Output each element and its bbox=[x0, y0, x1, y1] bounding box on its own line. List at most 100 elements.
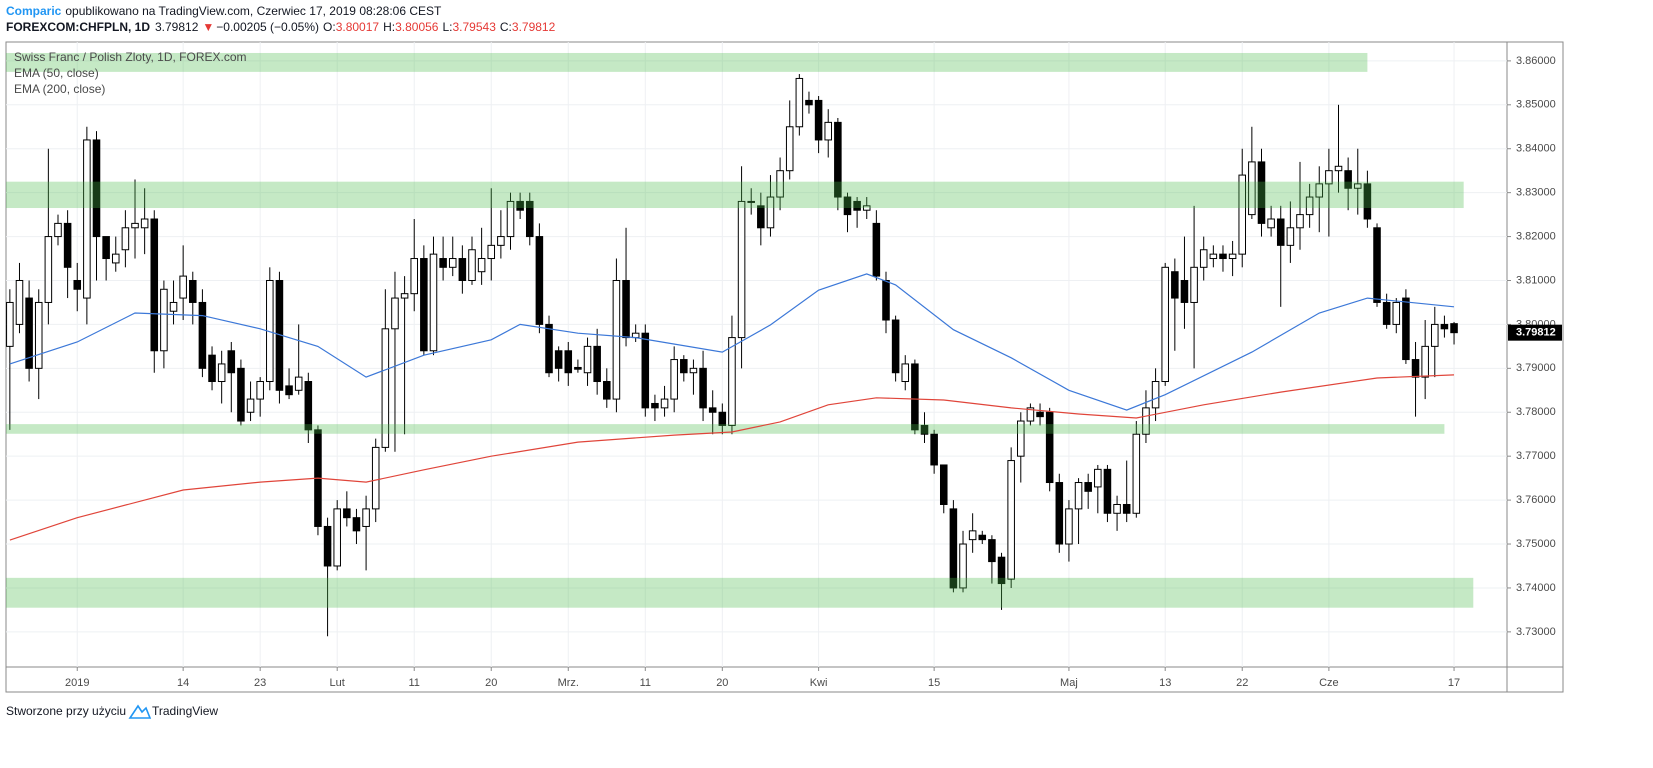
candle-body bbox=[1440, 323, 1449, 330]
y-tick-label: 3.86000 bbox=[1516, 55, 1556, 67]
candle-body bbox=[1171, 271, 1179, 299]
ohlc-value: 3.79543 bbox=[453, 20, 497, 34]
candle-body bbox=[1267, 218, 1275, 229]
change: −0.00205 (−0.05%) bbox=[216, 20, 319, 34]
candle-body bbox=[853, 200, 861, 211]
candle-body bbox=[1065, 508, 1073, 545]
candle-body bbox=[891, 319, 900, 374]
candle-body bbox=[689, 367, 698, 374]
candle-body bbox=[506, 200, 515, 238]
header-line: Comparic opublikowano na TradingView.com,… bbox=[6, 4, 442, 18]
candle-body bbox=[834, 121, 842, 198]
candle-body bbox=[795, 77, 804, 128]
candle-body bbox=[179, 275, 187, 299]
price: 3.79812 bbox=[155, 20, 199, 34]
footer-brand[interactable]: TradingView bbox=[152, 704, 218, 718]
candle-body bbox=[670, 359, 678, 400]
candle-body bbox=[1017, 420, 1025, 457]
candle-body bbox=[198, 301, 207, 369]
candle-body bbox=[1026, 407, 1035, 422]
candle-body bbox=[1392, 301, 1401, 325]
plot-area: 3.73000 3.74000 3.75000 3.76000 3.77000 3.780… bbox=[6, 42, 1562, 689]
support-resistance-zone bbox=[6, 181, 1464, 209]
ema-line bbox=[9, 374, 1455, 541]
candle-body bbox=[1353, 183, 1362, 189]
candle-body bbox=[805, 99, 813, 106]
candle-body bbox=[545, 323, 553, 374]
candle-body bbox=[1257, 161, 1266, 224]
candle-body bbox=[1325, 170, 1333, 185]
ohlc-label: C: bbox=[500, 20, 512, 34]
y-tick-label: 3.83000 bbox=[1516, 187, 1556, 199]
y-tick-label: 3.85000 bbox=[1516, 99, 1556, 111]
support-resistance-zone bbox=[6, 424, 1445, 434]
ohlc-label: O: bbox=[323, 20, 336, 34]
candle-body bbox=[901, 363, 910, 383]
x-tick-label: 14 bbox=[177, 677, 189, 689]
candle-body bbox=[1238, 174, 1247, 255]
candle-body bbox=[1055, 482, 1064, 545]
y-tick-label: 3.81000 bbox=[1516, 274, 1556, 286]
candle-body bbox=[747, 200, 755, 203]
ohlc-label: L: bbox=[442, 20, 452, 34]
candle-body bbox=[680, 359, 688, 374]
candle-body bbox=[1411, 359, 1420, 378]
y-tick-label: 3.73000 bbox=[1516, 626, 1556, 638]
candle-body bbox=[968, 530, 977, 541]
candle-body bbox=[641, 332, 650, 409]
candle-body bbox=[1402, 297, 1410, 361]
candle-body bbox=[1084, 482, 1092, 492]
candle-body bbox=[930, 433, 938, 466]
x-tick-label: 2019 bbox=[65, 677, 89, 689]
candle-body bbox=[246, 398, 255, 413]
candle-body bbox=[757, 205, 765, 229]
candle-body bbox=[439, 258, 447, 268]
candle-body bbox=[487, 244, 496, 260]
candle-body bbox=[25, 297, 33, 369]
candle-body bbox=[102, 236, 110, 260]
candle-body bbox=[160, 288, 168, 352]
candle-body bbox=[256, 381, 264, 400]
candle-body bbox=[208, 354, 216, 383]
candle-body bbox=[1450, 323, 1458, 334]
candle-body bbox=[83, 139, 91, 299]
candle-body bbox=[622, 279, 630, 339]
support-resistance-zone bbox=[6, 577, 1474, 608]
candle-body bbox=[44, 236, 53, 303]
candle-body bbox=[554, 350, 563, 369]
candle-body bbox=[1421, 345, 1429, 378]
candle-body bbox=[1382, 301, 1391, 325]
candle-body bbox=[468, 249, 476, 281]
candle-body bbox=[391, 297, 399, 330]
symbol-line: FOREXCOM:CHFPLN, 1D 3.79812 ▼ −0.00205 (−0.… bbox=[6, 20, 556, 34]
x-tick-label: Mrz. bbox=[558, 677, 579, 689]
y-tick-label: 3.77000 bbox=[1516, 450, 1556, 462]
candle-body bbox=[920, 424, 929, 435]
footer-text: Stworzone przy użyciu bbox=[6, 704, 126, 718]
y-tick-label: 3.84000 bbox=[1516, 143, 1556, 155]
candle-body bbox=[535, 236, 544, 325]
candle-body bbox=[1431, 323, 1439, 347]
candle-body bbox=[304, 381, 313, 431]
ema-line bbox=[9, 273, 1455, 411]
author[interactable]: Comparic bbox=[6, 4, 62, 18]
candle-body bbox=[1363, 183, 1372, 220]
candle-body bbox=[1045, 411, 1054, 484]
x-tick-label: 20 bbox=[716, 677, 728, 689]
last-price-label: 3.79812 bbox=[1516, 327, 1556, 339]
candle-body bbox=[217, 363, 226, 383]
x-tick-label: 13 bbox=[1159, 677, 1171, 689]
candle-body bbox=[63, 222, 72, 268]
candle-body bbox=[1286, 227, 1295, 246]
candle-body bbox=[381, 328, 390, 448]
ohlc-value: 3.80017 bbox=[336, 20, 380, 34]
x-tick-label: 11 bbox=[640, 677, 651, 689]
candle-body bbox=[429, 253, 438, 352]
candle-body bbox=[294, 376, 303, 391]
candle-body bbox=[785, 126, 794, 172]
candle-body bbox=[708, 407, 717, 413]
x-tick-label: Lut bbox=[330, 677, 345, 689]
candle-body bbox=[371, 446, 380, 510]
candle-body bbox=[564, 350, 573, 374]
